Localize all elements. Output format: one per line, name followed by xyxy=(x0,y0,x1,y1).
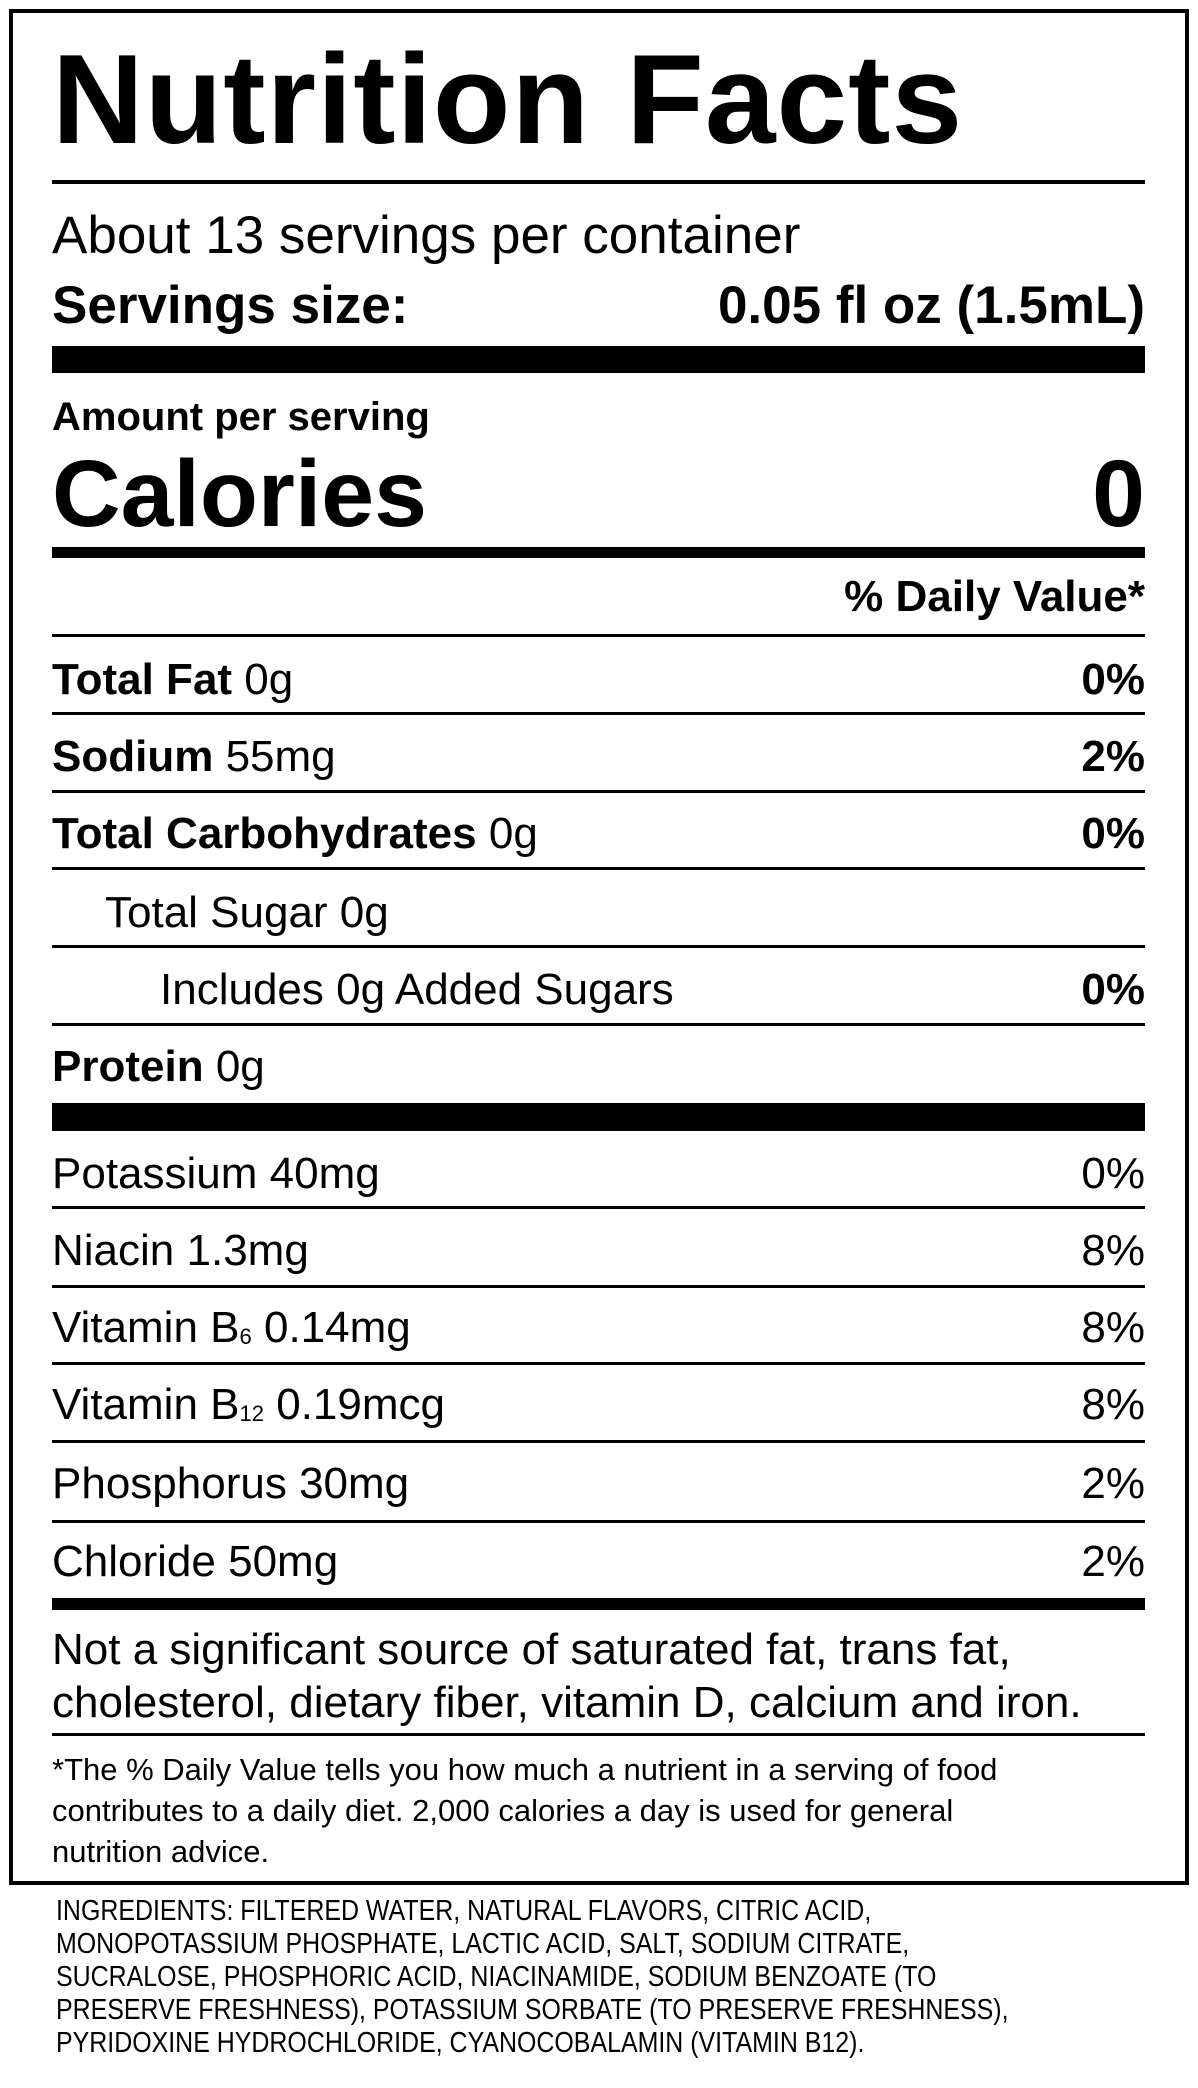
vitamin-amount: 50mg xyxy=(228,1537,339,1586)
vitamin-row: Phosphorus 30mg xyxy=(52,1462,409,1506)
nutrient-row: Total Carbohydrates 0g xyxy=(52,812,538,856)
amount-per-serving: Amount per serving xyxy=(52,395,430,439)
divider xyxy=(52,1206,1145,1209)
vitamin-name: Phosphorus xyxy=(52,1459,287,1508)
calories-value: 0 xyxy=(1092,441,1145,547)
vitamin-row: Vitamin B12 0.19mcg xyxy=(52,1383,445,1427)
ingredients-line: INGREDIENTS: FILTERED WATER, NATURAL FLA… xyxy=(56,1895,872,1927)
serving-size-label: Servings size: xyxy=(52,276,409,335)
ingredients: INGREDIENTS: FILTERED WATER, NATURAL FLA… xyxy=(56,1895,1165,2060)
divider xyxy=(52,1733,1145,1736)
divider xyxy=(52,1023,1145,1026)
vitamin-dv: 8% xyxy=(1081,1303,1145,1352)
serving-size-value: 0.05 fl oz (1.5mL) xyxy=(717,276,1145,335)
ingredients-line: PRESERVE FRESHNESS), POTASSIUM SORBATE (… xyxy=(56,1994,1009,2026)
divider xyxy=(52,945,1145,948)
divider xyxy=(52,1440,1145,1443)
divider xyxy=(52,712,1145,715)
divider xyxy=(52,1520,1145,1523)
vitamin-name: Niacin xyxy=(52,1226,175,1275)
servings-per-container: About 13 servings per container xyxy=(52,206,801,265)
nutrient-name: Protein xyxy=(52,1042,204,1091)
vitamin-amount: 0.19mcg xyxy=(276,1380,445,1429)
subscript: 6 xyxy=(239,1324,252,1349)
title: Nutrition Facts xyxy=(52,28,964,170)
nutrient-row-added-sugars: Includes 0g Added Sugars xyxy=(160,965,674,1014)
nutrient-dv: 2% xyxy=(1081,732,1145,781)
divider xyxy=(52,180,1145,184)
nutrition-facts-panel xyxy=(9,9,1189,1885)
divider xyxy=(52,1362,1145,1365)
subscript: 12 xyxy=(239,1401,264,1426)
ingredients-line: MONOPOTASSIUM PHOSPHATE, LACTIC ACID, SA… xyxy=(56,1928,910,1960)
nutrient-name: Sodium xyxy=(52,732,214,781)
vitamin-dv: 8% xyxy=(1081,1226,1145,1275)
calories-label: Calories xyxy=(52,441,427,547)
nutrient-row-sugar: Total Sugar 0g xyxy=(105,888,389,937)
nutrient-amount: 0g xyxy=(244,655,294,704)
vitamin-name: Potassium xyxy=(52,1149,258,1198)
vitamin-amount: 30mg xyxy=(299,1459,410,1508)
vitamin-dv: 2% xyxy=(1081,1459,1145,1508)
vitamin-name: Vitamin B xyxy=(52,1380,240,1429)
divider xyxy=(52,867,1145,870)
nutrient-dv: 0% xyxy=(1081,809,1145,858)
vitamin-name: Vitamin B xyxy=(52,1303,240,1352)
ingredients-line: SUCRALOSE, PHOSPHORIC ACID, NIACINAMIDE,… xyxy=(56,1961,937,1993)
nutrient-dv: 0% xyxy=(1081,965,1145,1014)
thick-divider xyxy=(52,346,1145,373)
medium-divider xyxy=(52,1598,1145,1610)
footnote-line: *The % Daily Value tells you how much a … xyxy=(52,1752,998,1787)
nutrient-amount: 0g xyxy=(488,809,538,858)
divider xyxy=(52,1285,1145,1288)
footnote-line: nutrition advice. xyxy=(52,1834,270,1869)
nutrient-name: Total Fat xyxy=(52,655,233,704)
not-significant-line: cholesterol, dietary fiber, vitamin D, c… xyxy=(52,1678,1082,1727)
ingredients-line: PYRIDOXINE HYDROCHLORIDE, CYANOCOBALAMIN… xyxy=(56,2027,865,2059)
vitamin-amount: 0.14mg xyxy=(263,1303,411,1352)
not-significant-line: Not a significant source of saturated fa… xyxy=(52,1625,1011,1674)
nutrient-amount: 0g xyxy=(215,1042,265,1091)
vitamin-amount: 40mg xyxy=(269,1149,380,1198)
nutrient-dv: 0% xyxy=(1081,655,1145,704)
nutrient-amount: 55mg xyxy=(225,732,336,781)
vitamin-dv: 0% xyxy=(1081,1149,1145,1198)
vitamin-row: Potassium 40mg xyxy=(52,1152,380,1196)
nutrient-row: Sodium 55mg xyxy=(52,735,336,779)
daily-value-header: % Daily Value* xyxy=(844,572,1145,621)
vitamin-dv: 8% xyxy=(1081,1380,1145,1429)
vitamin-amount: 1.3mg xyxy=(186,1226,309,1275)
nutrient-row: Protein 0g xyxy=(52,1045,265,1089)
vitamin-row: Vitamin B6 0.14mg xyxy=(52,1306,411,1350)
vitamin-row: Niacin 1.3mg xyxy=(52,1229,309,1273)
medium-divider xyxy=(52,547,1145,558)
divider xyxy=(52,634,1145,637)
vitamin-dv: 2% xyxy=(1081,1537,1145,1586)
vitamin-name: Chloride xyxy=(52,1537,216,1586)
vitamin-row: Chloride 50mg xyxy=(52,1540,338,1584)
nutrient-row: Total Fat 0g xyxy=(52,658,293,702)
nutrient-name: Total Carbohydrates xyxy=(52,809,477,858)
thick-divider xyxy=(52,1103,1145,1131)
divider xyxy=(52,790,1145,793)
footnote-line: contributes to a daily diet. 2,000 calor… xyxy=(52,1793,954,1828)
